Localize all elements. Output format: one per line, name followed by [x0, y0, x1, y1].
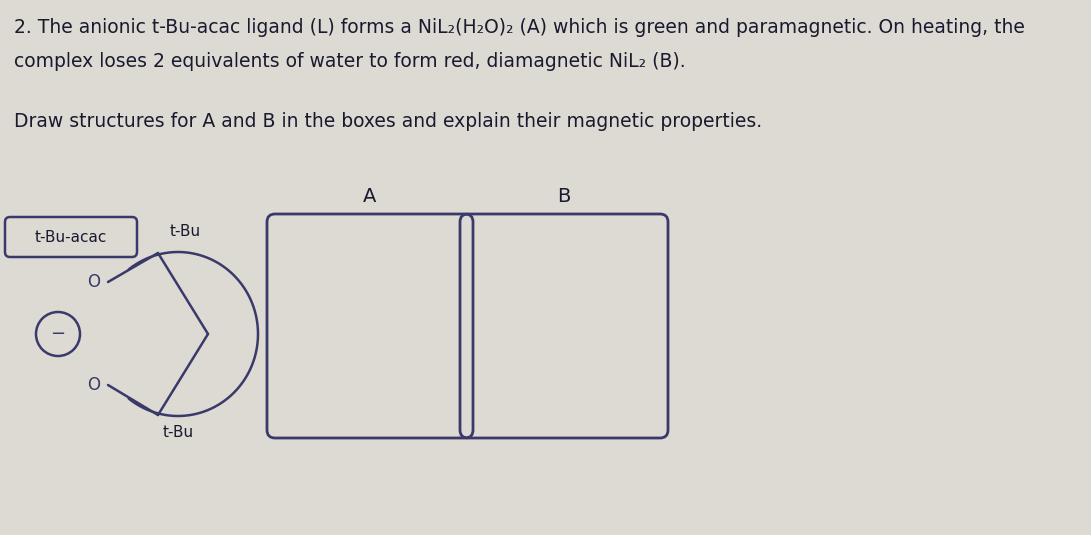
Text: O: O [87, 273, 100, 291]
Text: Draw structures for A and B in the boxes and explain their magnetic properties.: Draw structures for A and B in the boxes… [14, 112, 763, 131]
Text: t-Bu-acac: t-Bu-acac [35, 230, 107, 244]
Text: B: B [558, 187, 571, 206]
Text: −: − [50, 325, 65, 343]
Text: A: A [363, 187, 376, 206]
Text: t-Bu: t-Bu [170, 224, 201, 239]
Text: O: O [87, 376, 100, 394]
Text: 2. The anionic t-Bu-acac ligand (L) forms a NiL₂(H₂O)₂ (A) which is green and pa: 2. The anionic t-Bu-acac ligand (L) form… [14, 18, 1024, 37]
Text: complex loses 2 equivalents of water to form red, diamagnetic NiL₂ (B).: complex loses 2 equivalents of water to … [14, 52, 685, 71]
Text: t-Bu: t-Bu [163, 425, 194, 440]
